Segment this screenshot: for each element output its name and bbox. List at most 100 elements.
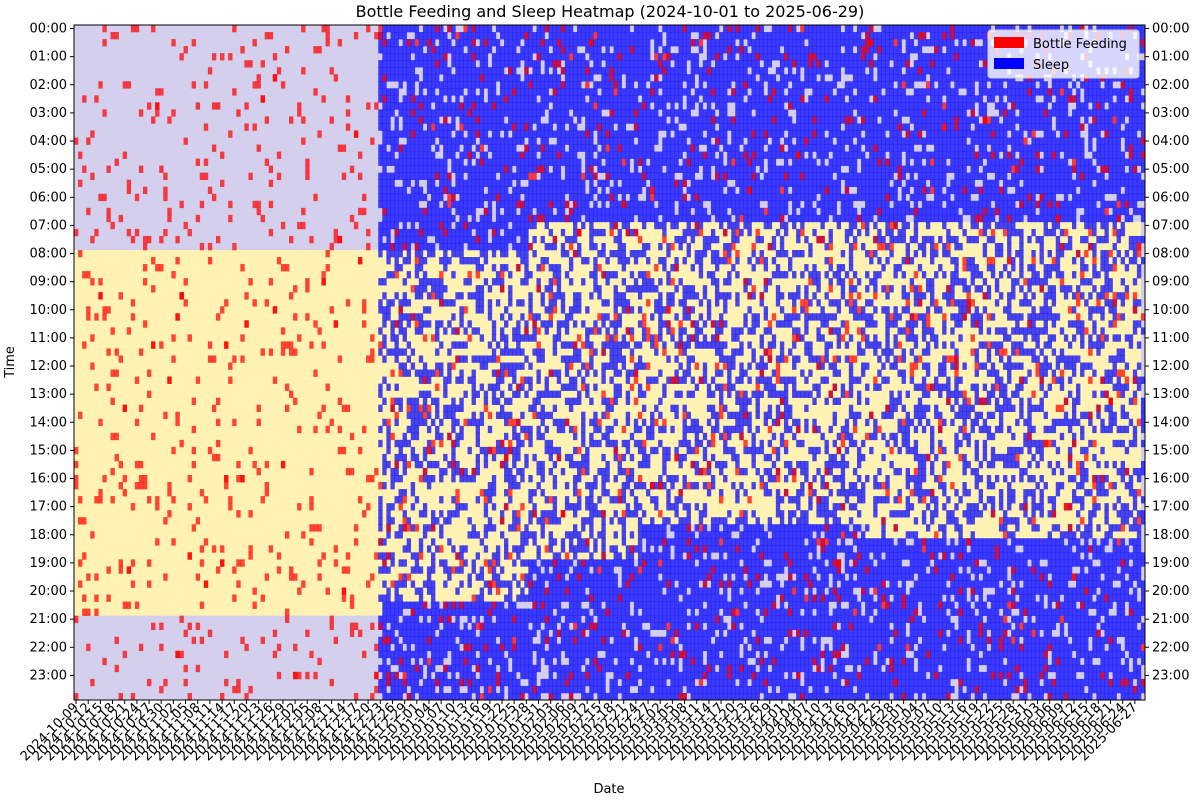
sleep-cell [382, 67, 387, 75]
sleep-cell [568, 404, 574, 413]
feeding-cell [471, 25, 476, 33]
sleep-cell [646, 67, 651, 75]
sleep-cell [431, 460, 436, 469]
sleep-cell [633, 250, 639, 258]
sleep-cell [646, 580, 651, 588]
feeding-cell [447, 25, 452, 33]
sleep-cell [471, 130, 476, 138]
sleep-cell [536, 264, 541, 272]
sleep-cell [426, 678, 432, 687]
sleep-cell [646, 109, 651, 117]
sleep-cell [581, 460, 586, 469]
sleep-cell [398, 242, 403, 251]
sleep-cell [629, 200, 635, 209]
feeding-cell [366, 475, 371, 483]
sleep-cell [532, 165, 537, 173]
feeding-cell [499, 439, 505, 448]
sleep-cell [504, 214, 509, 223]
sleep-cell [431, 369, 436, 377]
sleep-cell [402, 165, 407, 173]
feeding-cell [159, 88, 164, 96]
sleep-cell [625, 657, 631, 666]
feeding-cell [349, 629, 355, 638]
sleep-cell [508, 53, 513, 61]
sleep-cell [552, 32, 558, 40]
sleep-cell [524, 46, 529, 54]
feeding-cell [171, 355, 176, 363]
sleep-cell [621, 46, 627, 54]
sleep-cell [560, 355, 566, 363]
sleep-cell [601, 587, 606, 595]
sleep-cell [504, 32, 509, 40]
sleep-cell [646, 278, 651, 286]
sleep-cell [601, 685, 606, 694]
feeding-cell [183, 299, 188, 307]
feeding-cell [276, 172, 282, 180]
sleep-cell [540, 573, 545, 581]
sleep-cell [410, 615, 416, 623]
sleep-cell [451, 657, 456, 666]
sleep-cell [536, 60, 541, 68]
sleep-cell [495, 622, 501, 630]
sleep-cell [410, 348, 416, 356]
feeding-cell [268, 179, 274, 188]
sleep-cell [451, 636, 456, 645]
sleep-cell [378, 643, 383, 652]
sleep-cell [585, 109, 590, 117]
sleep-cell [577, 475, 582, 483]
sleep-cell [633, 587, 639, 595]
sleep-cell [479, 235, 485, 244]
sleep-cell [382, 552, 387, 560]
sleep-cell [641, 460, 647, 469]
sleep-cell [491, 489, 497, 497]
feeding-cell [447, 615, 452, 623]
sleep-cell [451, 678, 456, 687]
sleep-cell [532, 608, 537, 616]
sleep-cell [495, 60, 501, 68]
sleep-cell [508, 292, 513, 300]
feeding-cell [341, 144, 347, 152]
sleep-cell [508, 692, 513, 700]
sleep-cell [540, 510, 545, 518]
sleep-cell [540, 102, 545, 110]
sleep-cell [390, 172, 395, 180]
feeding-cell [301, 25, 306, 33]
feeding-cell [374, 467, 379, 476]
sleep-cell [495, 559, 501, 567]
sleep-cell [483, 608, 489, 616]
sleep-cell [617, 629, 622, 638]
sleep-cell [641, 482, 647, 490]
sleep-cell [581, 671, 586, 680]
sleep-cell [491, 158, 497, 166]
feeding-cell [345, 123, 351, 131]
feeding-cell [280, 327, 286, 335]
feeding-cell [378, 25, 383, 33]
sleep-cell [447, 109, 452, 117]
sleep-cell [532, 615, 537, 623]
sleep-cell [552, 25, 558, 33]
sleep-cell [495, 573, 501, 581]
sleep-cell [633, 193, 639, 202]
sleep-cell [418, 46, 424, 54]
sleep-cell [479, 32, 485, 40]
sleep-cell [426, 376, 432, 384]
sleep-cell [597, 439, 602, 448]
feeding-cell [508, 67, 513, 75]
sleep-cell [394, 397, 399, 405]
sleep-cell [552, 369, 558, 377]
sleep-cell [447, 538, 452, 546]
sleep-cell [524, 242, 529, 251]
event-cells [74, 25, 1145, 700]
sleep-cell [572, 432, 578, 441]
sleep-cell [422, 81, 428, 89]
sleep-cell [650, 95, 655, 103]
sleep-cell [609, 608, 614, 616]
sleep-cell [386, 109, 391, 117]
feeding-cell [114, 453, 119, 462]
sleep-cell [414, 151, 420, 159]
sleep-cell [512, 53, 517, 61]
feeding-cell [394, 228, 399, 237]
feeding-cell [118, 692, 123, 700]
sleep-cell [422, 446, 428, 455]
sleep-cell [564, 559, 570, 567]
